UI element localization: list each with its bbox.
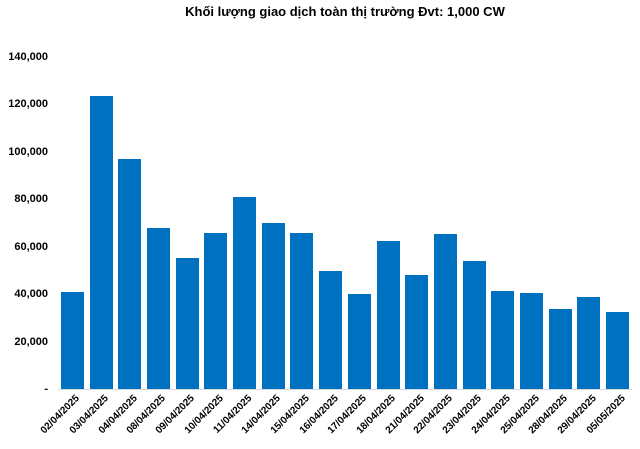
x-axis-tick-label: 11/04/2025 bbox=[211, 393, 255, 436]
bar bbox=[433, 234, 457, 389]
bar bbox=[146, 228, 170, 389]
bar bbox=[233, 197, 257, 389]
bar bbox=[606, 312, 630, 389]
x-axis-tick-label: 10/04/2025 bbox=[182, 393, 226, 437]
bar bbox=[520, 293, 544, 389]
bar bbox=[462, 260, 486, 389]
x-axis-tick-label: 14/04/2025 bbox=[239, 393, 284, 437]
y-axis-tick-label: 120,000 bbox=[8, 98, 48, 111]
y-axis-tick-label: - bbox=[44, 383, 48, 395]
y-axis-tick-label: 40,000 bbox=[14, 288, 48, 301]
x-axis-tick-label: 18/04/2025 bbox=[354, 393, 398, 437]
x-axis-tick-label: 16/04/2025 bbox=[297, 393, 341, 437]
x-axis-tick-label: 29/04/2025 bbox=[555, 393, 599, 437]
x-axis-tick-label: 15/04/2025 bbox=[268, 393, 312, 437]
bar bbox=[319, 271, 343, 389]
x-axis-tick-label: 23/04/2025 bbox=[440, 393, 484, 437]
bar bbox=[347, 294, 371, 389]
bar bbox=[376, 241, 400, 389]
x-axis-tick-label: 22/04/2025 bbox=[412, 393, 456, 437]
bar bbox=[89, 96, 113, 389]
x-axis-tick-label: 17/04/2025 bbox=[325, 393, 370, 437]
bar bbox=[577, 297, 601, 389]
x-axis-tick-label: 03/04/2025 bbox=[67, 393, 111, 437]
y-axis-tick-label: 60,000 bbox=[14, 240, 48, 253]
y-axis-tick-label: 100,000 bbox=[8, 145, 48, 158]
bar bbox=[548, 308, 572, 389]
x-axis-tick-label: 09/04/2025 bbox=[153, 393, 197, 437]
bar bbox=[261, 222, 285, 389]
bar bbox=[405, 275, 429, 389]
x-axis-tick-label: 24/04/2025 bbox=[469, 393, 513, 437]
bar bbox=[60, 291, 84, 389]
x-axis-tick-label: 25/04/2025 bbox=[498, 393, 542, 437]
y-axis-tick-label: 20,000 bbox=[14, 335, 48, 348]
bar bbox=[118, 159, 142, 389]
x-axis-tick-label: 08/04/2025 bbox=[125, 393, 169, 437]
x-axis-tick-label: 05/05/2025 bbox=[584, 393, 628, 437]
chart-title: Khối lượng giao dịch toàn thị trường Đvt… bbox=[185, 4, 505, 19]
plot-area bbox=[58, 57, 632, 390]
x-axis-tick-label: 21/04/2025 bbox=[383, 393, 427, 437]
y-axis-tick-label: 80,000 bbox=[14, 193, 48, 206]
bar bbox=[491, 290, 515, 389]
x-axis-tick-label: 28/04/2025 bbox=[526, 393, 571, 437]
bar bbox=[290, 232, 314, 389]
y-axis-tick-label: 140,000 bbox=[8, 51, 48, 63]
y-axis: - 20,000 40,000 60,000 80,000 100,000 120,000 1… bbox=[0, 0, 48, 449]
bar bbox=[204, 233, 228, 389]
x-axis-tick-label: 04/04/2025 bbox=[96, 393, 140, 437]
bar bbox=[175, 258, 199, 389]
